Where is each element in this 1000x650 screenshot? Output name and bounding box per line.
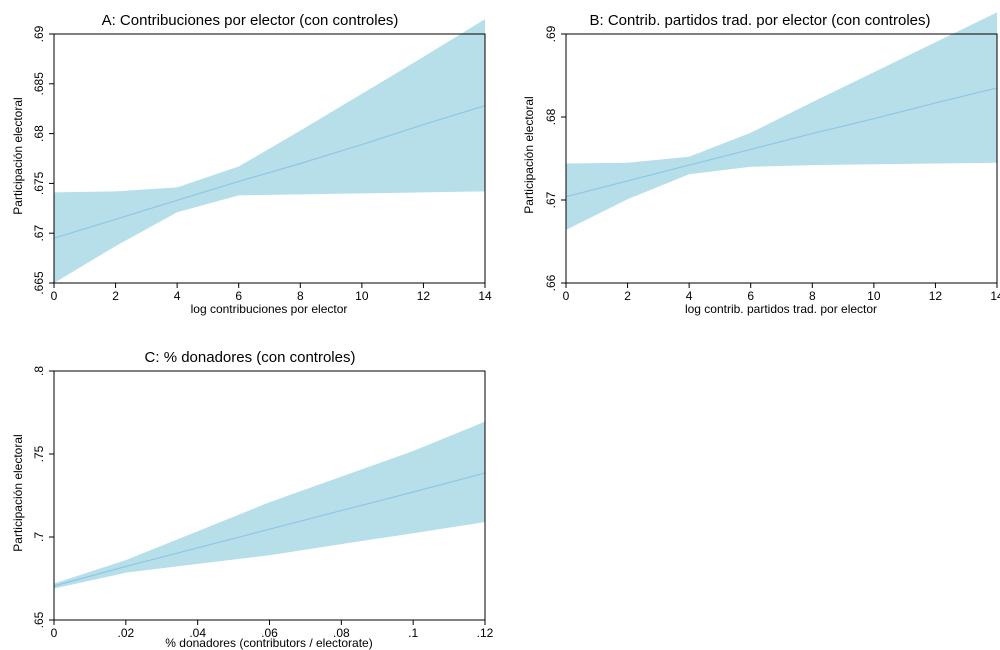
panel-b-xlabel: log contrib. partidos trad. por elector (685, 302, 877, 316)
panel-c-xtick-label: .08 (333, 626, 350, 640)
panel-b-ylabel: Participación electoral (522, 96, 536, 213)
panel-b-ytick-label: .67 (544, 191, 558, 208)
panel-c-ytick-label: .75 (32, 445, 46, 462)
panel-c-xtick-label: .02 (117, 626, 134, 640)
panel-a-xtick-label: 8 (297, 289, 304, 303)
panel-b-confidence-band (566, 12, 997, 230)
panel-a-ylabel: Participación electoral (11, 97, 25, 214)
panel-b-ytick-label: .68 (544, 108, 558, 125)
panel-c-ylabel: Participación electoral (11, 434, 25, 551)
panel-a-ytick-label: .69 (32, 25, 46, 42)
panel-c-ytick-label: .65 (32, 611, 46, 628)
panel-c-xtick-label: .1 (408, 626, 418, 640)
panel-b-xtick-label: 14 (990, 289, 1000, 303)
panel-a-plot: 0 2 4 6 8 10 12 14 .665 .67 .675 .68 .685 .69 (32, 19, 492, 303)
panel-b-ytick-label: .66 (544, 274, 558, 291)
panel-b-xtick-label: 10 (867, 289, 881, 303)
panel-b-plot: 0 2 4 6 8 10 12 14 .66 .67 .68 .69 (544, 12, 1000, 303)
panel-a-xtick-label: 12 (417, 289, 431, 303)
panel-a: A: Contribuciones por elector (con contr… (11, 12, 492, 316)
panel-a-ytick-label: .675 (32, 171, 46, 195)
panel-c-fitted-line (53, 472, 486, 587)
panel-a-fitted-line (53, 105, 486, 239)
panel-a-xtick-label: 6 (235, 289, 242, 303)
panel-c-plot: 0 .02 .04 .06 .08 .1 .12 .65 .7 .75 .8 (32, 366, 494, 640)
panel-b-xtick-label: 12 (929, 289, 943, 303)
panel-b-xtick-label: 0 (563, 289, 570, 303)
panel-b: B: Contrib. partidos trad. por elector (… (522, 12, 1000, 316)
panel-a-ytick-label: .685 (32, 72, 46, 96)
panel-a-xtick-label: 0 (51, 289, 58, 303)
panel-b-xtick-label: 8 (809, 289, 816, 303)
panel-a-confidence-band (54, 19, 485, 283)
panel-b-fitted-line (565, 87, 998, 198)
panel-a-xtick-label: 14 (478, 289, 492, 303)
panel-c-xtick-label: .04 (189, 626, 206, 640)
panel-a-xtick-label: 10 (355, 289, 369, 303)
panel-c-confidence-band (54, 421, 485, 589)
panel-c-ytick-label: .7 (32, 532, 46, 542)
panel-c: C: % donadores (con controles) % donador… (11, 349, 494, 650)
panel-a-xlabel: log contribuciones por elector (191, 302, 348, 316)
panel-a-xtick-label: 4 (174, 289, 181, 303)
panel-b-ytick-label: .69 (544, 25, 558, 42)
panel-a-title: A: Contribuciones por elector (con contr… (102, 12, 399, 29)
panel-c-title: C: % donadores (con controles) (145, 349, 356, 366)
panel-c-xlabel: % donadores (contributors / electorate) (165, 636, 372, 650)
panel-b-xtick-label: 4 (686, 289, 693, 303)
panel-c-xtick-label: .12 (477, 626, 494, 640)
panel-b-xtick-label: 6 (747, 289, 754, 303)
panel-a-frame (53, 33, 486, 284)
panel-a-ytick-label: .68 (32, 125, 46, 142)
panel-c-ytick-label: .8 (32, 366, 46, 376)
panel-c-xtick-label: .06 (261, 626, 278, 640)
panel-c-xtick-label: 0 (51, 626, 58, 640)
panel-a-xtick-label: 2 (112, 289, 119, 303)
panel-a-ytick-label: .67 (32, 225, 46, 242)
panel-a-ytick-label: .665 (32, 271, 46, 295)
panel-b-title: B: Contrib. partidos trad. por elector (… (590, 12, 931, 29)
panel-b-xtick-label: 2 (624, 289, 631, 303)
panel-b-frame (565, 33, 998, 284)
